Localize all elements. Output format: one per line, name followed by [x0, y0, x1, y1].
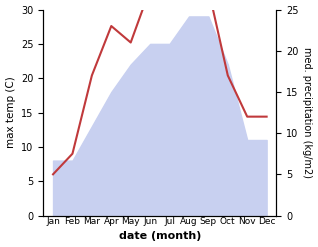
X-axis label: date (month): date (month) [119, 231, 201, 242]
Y-axis label: max temp (C): max temp (C) [5, 77, 16, 148]
Y-axis label: med. precipitation (kg/m2): med. precipitation (kg/m2) [302, 47, 313, 178]
